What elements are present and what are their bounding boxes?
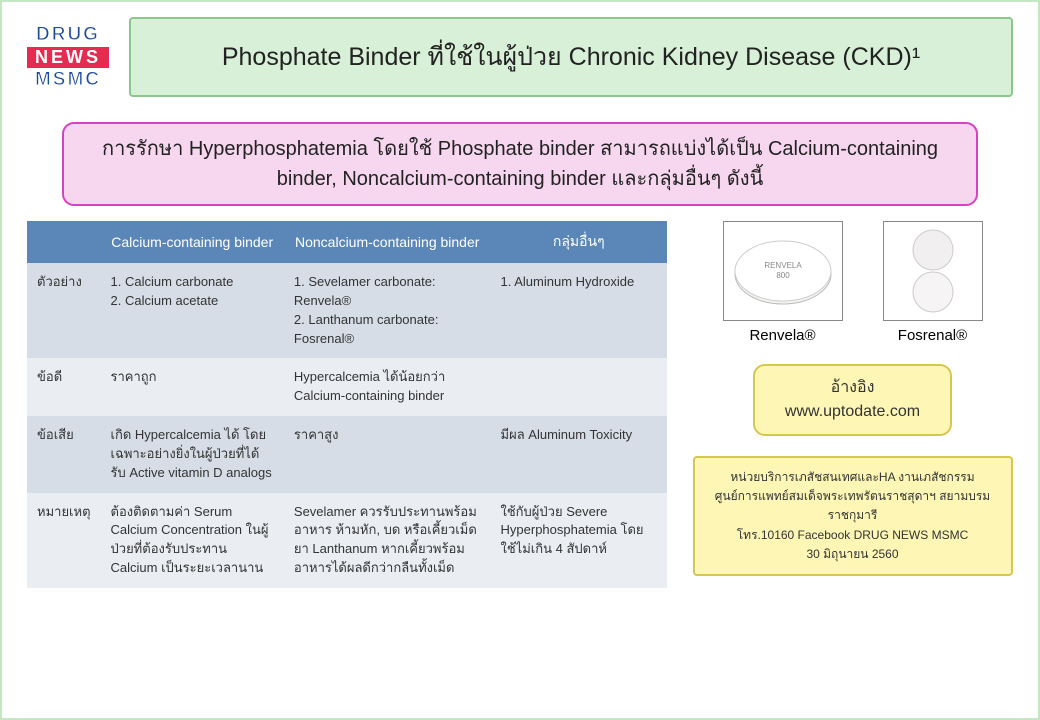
- logo-msmc: MSMC: [35, 69, 101, 91]
- footer-box: หน่วยบริการเภสัชสนเทศและHA งานเภสัชกรรม …: [693, 456, 1013, 576]
- intro-text: การรักษา Hyperphosphatemia โดยใช้ Phosph…: [62, 122, 978, 206]
- pill-renvela: RENVELA 800 Renvela®: [723, 221, 843, 344]
- table-row: หมายเหตุ ต้องติดตามค่า Serum Calcium Con…: [27, 493, 667, 588]
- cell: ราคาสูง: [284, 416, 491, 493]
- reference-label: อ้างอิง: [785, 376, 920, 400]
- table-header-other: กลุ่มอื่นๆ: [491, 221, 667, 263]
- footer-line: หน่วยบริการเภสัชสนเทศและHA งานเภสัชกรรม: [707, 468, 999, 487]
- row-label: ข้อเสีย: [27, 416, 101, 493]
- cell: Sevelamer ควรรับประทานพร้อมอาหาร ห้ามหัก…: [284, 493, 491, 588]
- cell: Hypercalcemia ได้น้อยกว่า Calcium-contai…: [284, 358, 491, 416]
- cell: 1. Calcium carbonate 2. Calcium acetate: [101, 263, 284, 358]
- table-header-cal: Calcium-containing binder: [101, 221, 284, 263]
- table-row: ข้อเสีย เกิด Hypercalcemia ได้ โดยเฉพาะอ…: [27, 416, 667, 493]
- logo-news: NEWS: [27, 47, 109, 68]
- table-row: ข้อดี ราคาถูก Hypercalcemia ได้น้อยกว่า …: [27, 358, 667, 416]
- pill-image: [883, 221, 983, 321]
- footer-line: โทร.10160 Facebook DRUG NEWS MSMC: [707, 526, 999, 545]
- cell: มีผล Aluminum Toxicity: [491, 416, 667, 493]
- footer-line: 30 มิถุนายน 2560: [707, 545, 999, 564]
- pill-label: Fosrenal®: [898, 327, 967, 344]
- pill-images-row: RENVELA 800 Renvela® Fosrenal®: [723, 221, 983, 344]
- pill-label: Renvela®: [749, 327, 815, 344]
- pill-image: RENVELA 800: [723, 221, 843, 321]
- page-title: Phosphate Binder ที่ใช้ในผู้ป่วย Chronic…: [129, 17, 1013, 97]
- logo-drug: DRUG: [36, 24, 100, 46]
- cell: เกิด Hypercalcemia ได้ โดยเฉพาะอย่างยิ่ง…: [101, 416, 284, 493]
- table-row: ตัวอย่าง 1. Calcium carbonate 2. Calcium…: [27, 263, 667, 358]
- pill-fosrenal: Fosrenal®: [883, 221, 983, 344]
- row-label: หมายเหตุ: [27, 493, 101, 588]
- logo: DRUG NEWS MSMC: [27, 24, 109, 91]
- cell: 1. Sevelamer carbonate: Renvela® 2. Lant…: [284, 263, 491, 358]
- cell: 1. Aluminum Hydroxide: [491, 263, 667, 358]
- table-header-noncal: Noncalcium-containing binder: [284, 221, 491, 263]
- comparison-table: Calcium-containing binder Noncalcium-con…: [27, 221, 667, 588]
- cell: ราคาถูก: [101, 358, 284, 416]
- svg-text:800: 800: [776, 271, 790, 280]
- table-header-blank: [27, 221, 101, 263]
- reference-url: www.uptodate.com: [785, 400, 920, 424]
- reference-box: อ้างอิง www.uptodate.com: [753, 364, 952, 436]
- svg-text:RENVELA: RENVELA: [764, 261, 802, 270]
- footer-line: ศูนย์การแพทย์สมเด็จพระเทพรัตนราชสุดาฯ สย…: [707, 487, 999, 525]
- cell: ใช้กับผู้ป่วย Severe Hyperphosphatemia โ…: [491, 493, 667, 588]
- row-label: ข้อดี: [27, 358, 101, 416]
- row-label: ตัวอย่าง: [27, 263, 101, 358]
- cell: ต้องติดตามค่า Serum Calcium Concentratio…: [101, 493, 284, 588]
- cell: [491, 358, 667, 416]
